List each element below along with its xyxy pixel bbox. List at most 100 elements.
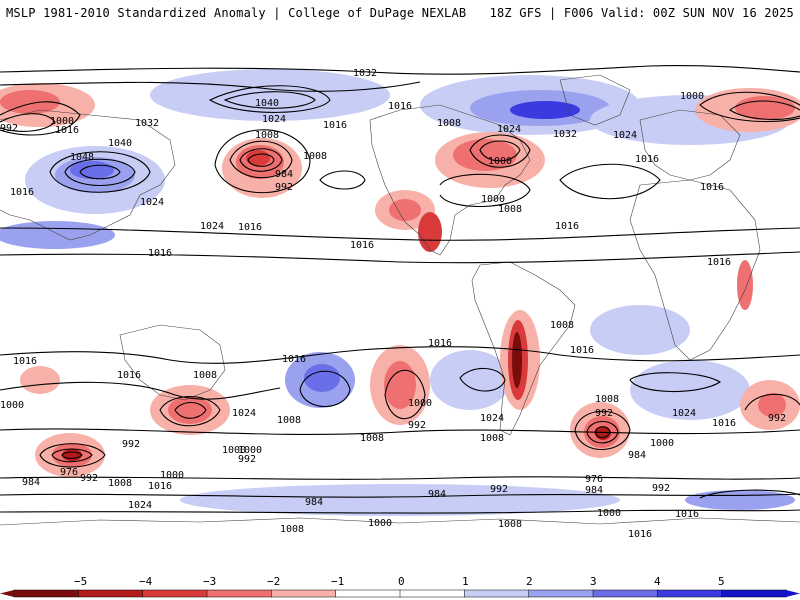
contour-label: 1024: [262, 114, 286, 125]
isobar: [159, 395, 221, 427]
colorbar-tick: 5: [718, 575, 725, 588]
contour-label: 1040: [108, 138, 132, 149]
contour-label: 1024: [497, 124, 521, 135]
contour-label: 1008: [437, 118, 461, 129]
colorbar-tick: −3: [203, 575, 216, 588]
isobar: [214, 129, 311, 194]
isobar: [208, 85, 331, 113]
isobar: [0, 493, 800, 498]
isobar: [459, 367, 506, 392]
colorbar-swatch: [335, 589, 401, 598]
north-america-outline: [369, 104, 531, 256]
isobar: [51, 448, 93, 463]
far-east-low-anomaly-mid: [758, 393, 786, 417]
asia-outline: [0, 109, 176, 241]
anomaly-map: 1032 1040 1016 1024 1032 1000 992 1000 1…: [0, 43, 800, 552]
isobar: [0, 509, 800, 514]
contour-label: 976: [60, 467, 78, 478]
isobar: [79, 164, 121, 180]
contour-label: 1008: [193, 370, 217, 381]
contour-label: 1000: [408, 398, 432, 409]
contour-label: 1024: [613, 130, 637, 141]
contour-label: 1008: [303, 151, 327, 162]
colorbar-tick-labels: −5 −4 −3 −2 −1 0 1 2 3 4 5: [74, 575, 725, 588]
southeast-pacific-anomaly: [430, 350, 510, 410]
south-africa-anomaly: [590, 305, 690, 355]
colorbar-tick: 0: [398, 575, 405, 588]
siberia-anomaly-core: [70, 161, 114, 179]
contour-label: 1016: [635, 154, 659, 165]
contour-label: 1048: [70, 152, 94, 163]
contour-label: 1016: [712, 418, 736, 429]
contour-label: 1000: [222, 445, 246, 456]
isobar: [223, 91, 316, 109]
contour-label: 984: [305, 497, 323, 508]
contour-label: 1008: [280, 524, 304, 535]
isobar-contours: [0, 65, 800, 514]
isobar: [0, 476, 800, 480]
colorbar-swatch: [721, 589, 787, 598]
isobar: [574, 410, 631, 451]
colorbar-swatch: [592, 589, 659, 598]
isobar: [61, 451, 83, 459]
europe-outline: [639, 109, 741, 181]
contour-label: 1016: [388, 101, 412, 112]
isobar: [0, 65, 800, 75]
contour-label: 1000: [0, 400, 24, 411]
west-indian-anomaly: [20, 366, 60, 394]
contour-label: 1008: [498, 519, 522, 530]
isobar: [469, 134, 531, 168]
contour-label: 1016: [675, 509, 699, 520]
antarctic-anomaly: [180, 484, 620, 516]
isobar: [64, 158, 136, 187]
contour-label: 1016: [117, 370, 141, 381]
contour-label: 1016: [350, 240, 374, 251]
contour-label: 992: [768, 413, 786, 424]
contour-label: 1016: [10, 187, 34, 198]
isobar: [0, 381, 281, 400]
contour-label: 1000: [650, 438, 674, 449]
colorbar-tick: 1: [462, 575, 469, 588]
indian-ocean-low-anomaly-core: [62, 449, 82, 461]
tasman-low-anomaly-mid: [168, 396, 212, 424]
map-title: MSLP 1981-2010 Standardized Anomaly | Co…: [6, 6, 467, 20]
colorbar-tick: −1: [331, 575, 344, 588]
model-valid-time: 18Z GFS | F006 Valid: 00Z SUN NOV 16 202…: [489, 6, 794, 20]
contour-label: 1000: [50, 116, 74, 127]
contour-label: 1000: [368, 518, 392, 529]
contour-labels: 1032 1040 1016 1024 1032 1000 992 1000 1…: [0, 68, 786, 540]
mexico-anomaly: [418, 212, 442, 252]
contour-label: 1000: [160, 470, 184, 481]
positive-anomaly-areas: [0, 69, 795, 516]
contour-label: 984: [428, 489, 446, 500]
eastern-us-low-anomaly-mid: [453, 139, 517, 171]
isobar: [594, 426, 611, 439]
contour-label: 1008: [498, 204, 522, 215]
contour-label: 1016: [555, 221, 579, 232]
colorbar-swatch: [78, 589, 144, 598]
isobar: [384, 369, 426, 420]
southwest-us-anomaly-mid: [389, 199, 421, 221]
contour-label: 992: [595, 408, 613, 419]
colorbar: −5 −4 −3 −2 −1 0 1 2 3 4 5: [0, 575, 800, 598]
isobar: [699, 489, 800, 499]
isobar: [0, 428, 800, 435]
isobar: [729, 100, 800, 120]
isobar: [586, 420, 619, 444]
isobar: [174, 401, 207, 419]
colorbar-swatch: [13, 589, 80, 598]
contour-label: 1008: [550, 320, 574, 331]
contour-label: 1008: [277, 415, 301, 426]
colorbar-swatch: [142, 589, 208, 598]
isobar: [0, 346, 800, 364]
contour-label: 1016: [13, 356, 37, 367]
contour-label: 976: [585, 474, 603, 485]
colorbar-swatch: [528, 589, 594, 598]
contour-label: 1016: [282, 354, 306, 365]
colorbar-swatches: [0, 589, 800, 598]
antarctica-outline: [0, 517, 800, 526]
contour-label: 1008: [480, 433, 504, 444]
contour-label: 984: [585, 485, 603, 496]
contour-label: 1008: [595, 394, 619, 405]
south-indian-anomaly: [630, 360, 750, 420]
